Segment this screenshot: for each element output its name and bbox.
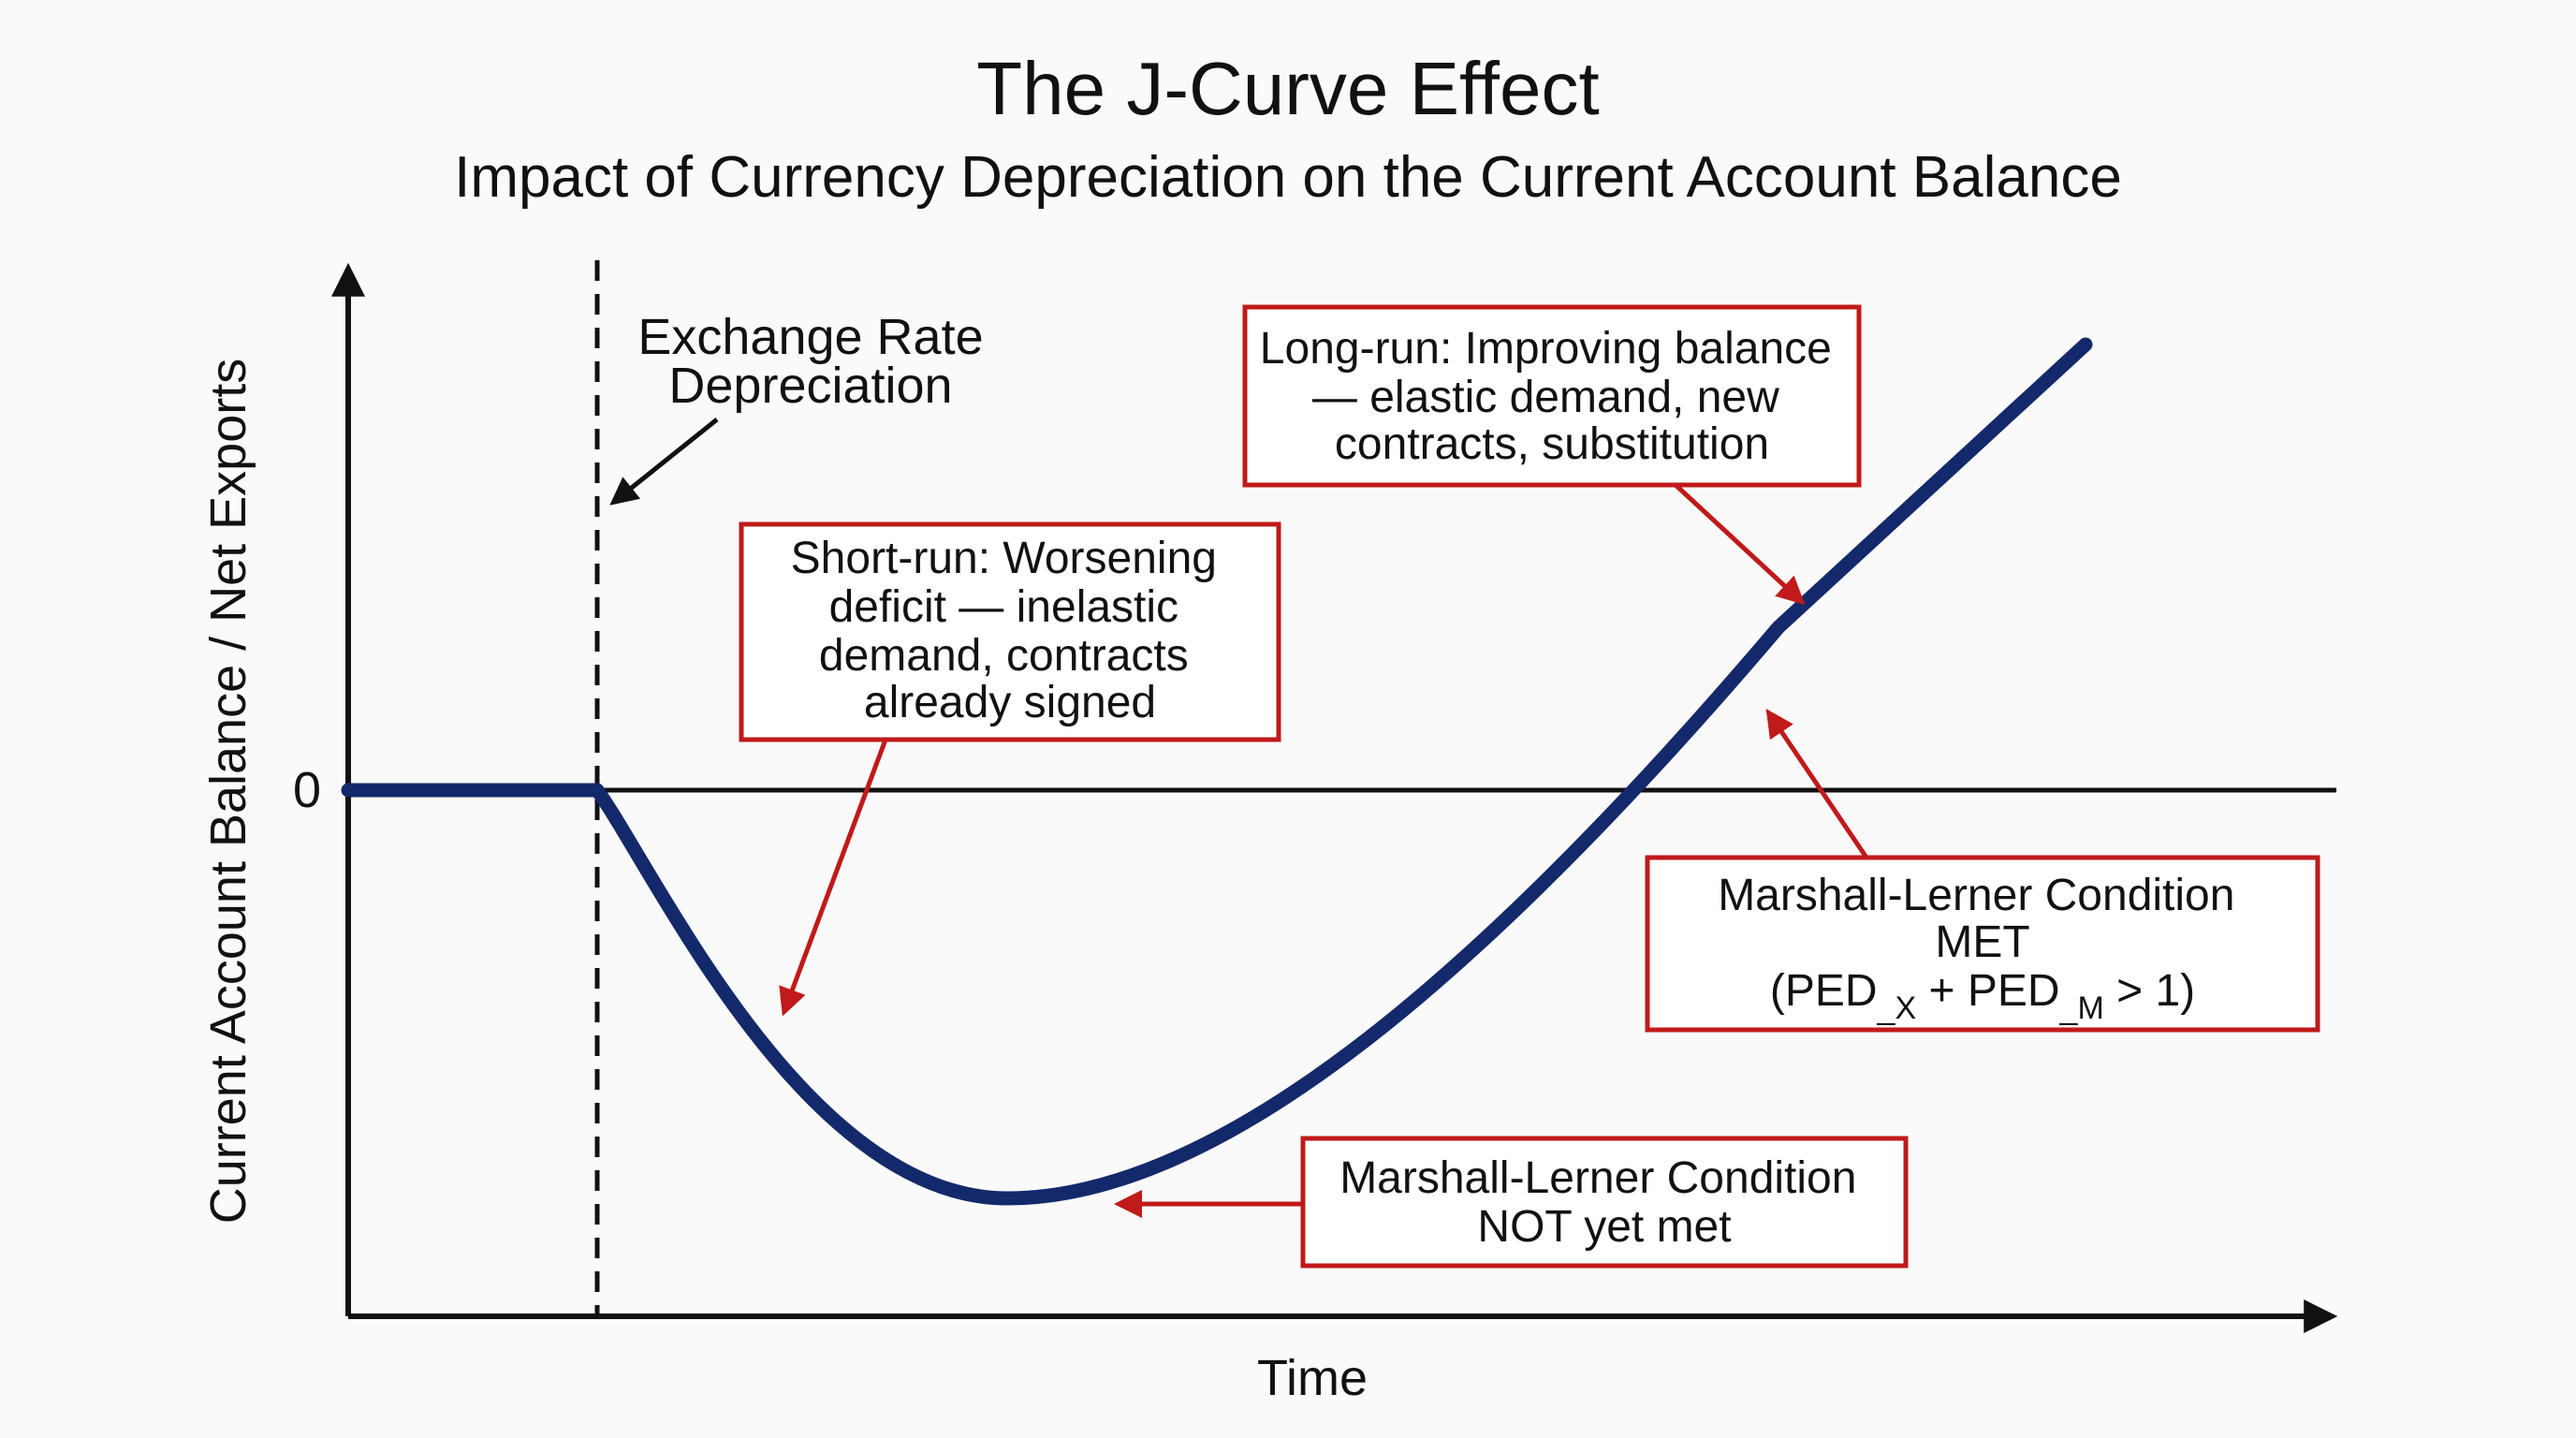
depreciation-label-line2: Depreciation bbox=[668, 358, 952, 414]
ml-met-formula-plus: + PED bbox=[1916, 966, 2059, 1016]
depreciation-arrow bbox=[609, 418, 719, 506]
long-run-arrow bbox=[1674, 483, 1806, 606]
long-run-box bbox=[1242, 304, 1862, 488]
ml-met-text: Marshall-Lerner Condition MET bbox=[1718, 871, 2247, 967]
long-run-line-2: — elastic demand, new bbox=[1312, 373, 1779, 422]
ml-not-met-box bbox=[1300, 1136, 1909, 1269]
ml-met-arrow bbox=[1765, 709, 1869, 859]
ml-met-box bbox=[1645, 855, 2320, 1033]
zero-tick-label: 0 bbox=[293, 762, 321, 818]
short-run-box bbox=[739, 521, 1281, 742]
ml-met-line-1: Marshall-Lerner Condition bbox=[1718, 871, 2234, 920]
short-run-line-1: Short-run: Worsening bbox=[791, 534, 1217, 583]
j-curve-line bbox=[341, 337, 2093, 1206]
ml-not-met-line-1: Marshall-Lerner Condition bbox=[1339, 1153, 1856, 1203]
long-run-annotation: Long-run: Improving balance — elastic de… bbox=[1242, 304, 1862, 606]
short-run-line-2: deficit — inelastic bbox=[829, 582, 1178, 632]
ml-met-annotation: Marshall-Lerner Condition MET (PED_X + P… bbox=[1645, 709, 2320, 1033]
x-axis-label: Time bbox=[1257, 1350, 1368, 1406]
short-run-annotation: Short-run: Worsening deficit — inelastic… bbox=[739, 521, 1281, 1017]
chart-title: The J-Curve Effect bbox=[976, 47, 1599, 130]
ml-met-formula-close: > 1) bbox=[2104, 966, 2195, 1016]
long-run-line-1: Long-run: Improving balance bbox=[1260, 324, 1832, 374]
short-run-line-4: already signed bbox=[864, 678, 1156, 727]
ml-not-met-line-2: NOT yet met bbox=[1477, 1202, 1731, 1252]
ml-met-line-2: MET bbox=[1935, 917, 2029, 967]
ml-met-formula: (PED_X + PED_M > 1) bbox=[1770, 966, 2195, 1026]
long-run-text: Long-run: Improving balance — elastic de… bbox=[1260, 324, 1844, 469]
long-run-line-3: contracts, substitution bbox=[1335, 419, 1769, 469]
ml-met-formula-open: (PED bbox=[1770, 966, 1878, 1016]
chart-subtitle: Impact of Currency Depreciation on the C… bbox=[454, 145, 2122, 210]
y-axis-label: Current Account Balance / Net Exports bbox=[200, 359, 256, 1224]
ml-met-sub-m: _M bbox=[2059, 990, 2104, 1026]
depreciation-label-line1: Exchange Rate bbox=[637, 309, 983, 365]
short-run-line-3: demand, contracts bbox=[819, 631, 1189, 681]
short-run-arrow bbox=[779, 739, 888, 1017]
short-run-text: Short-run: Worsening deficit — inelastic… bbox=[791, 534, 1230, 727]
ml-not-met-annotation: Marshall-Lerner Condition NOT yet met bbox=[1114, 1136, 1909, 1269]
ml-met-sub-x: _X bbox=[1877, 990, 1917, 1026]
ml-not-met-text: Marshall-Lerner Condition NOT yet met bbox=[1339, 1153, 1869, 1252]
